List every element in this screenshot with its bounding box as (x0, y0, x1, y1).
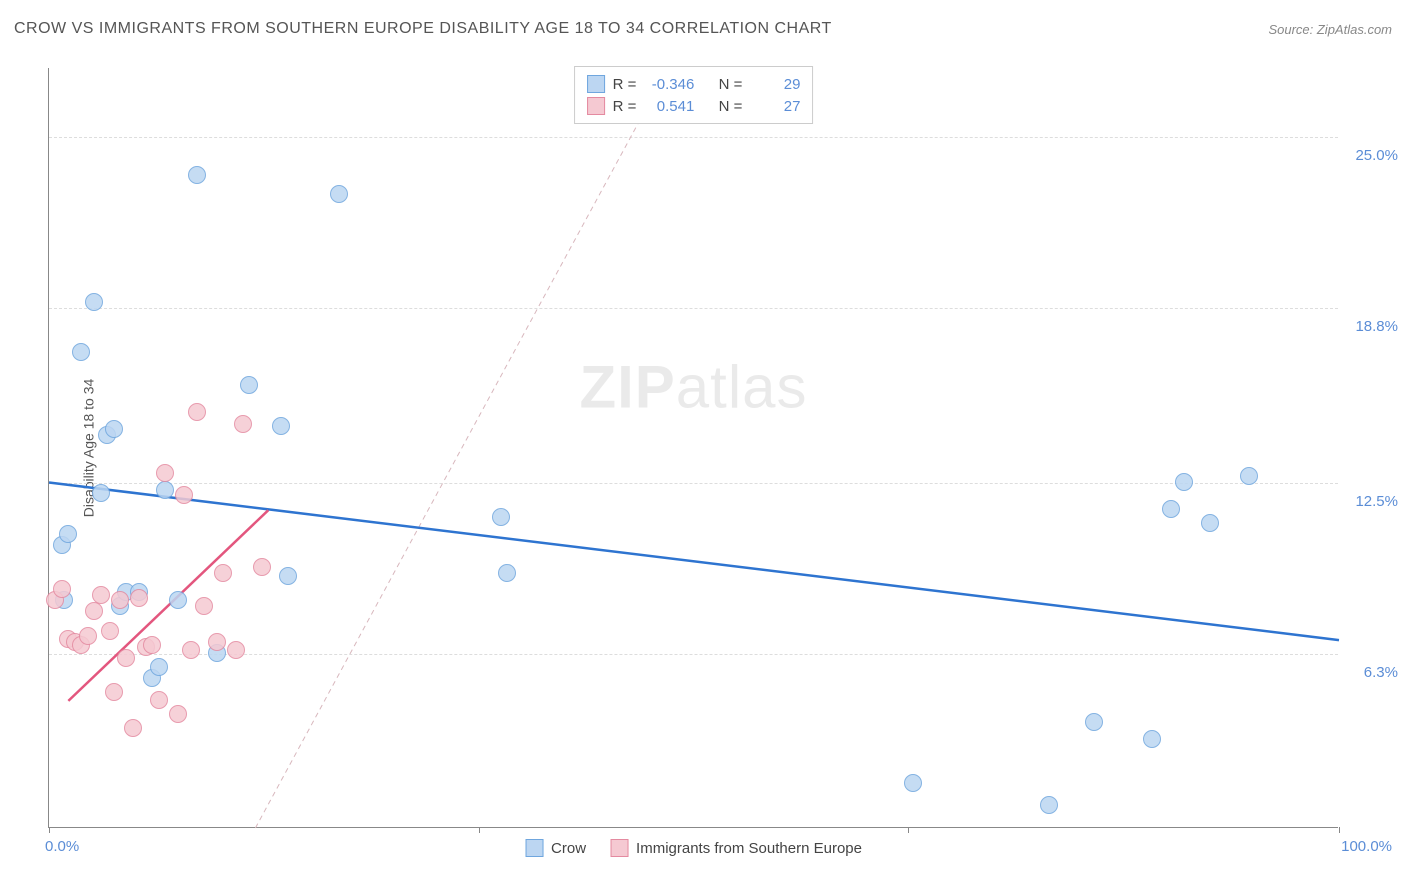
data-point (227, 641, 245, 659)
data-point (111, 591, 129, 609)
legend-n-label: N = (719, 76, 743, 93)
legend-n-value: 27 (750, 98, 800, 115)
scatter-plot: Disability Age 18 to 34 6.3%12.5%18.8%25… (48, 68, 1338, 828)
x-tick-label: 0.0% (45, 838, 79, 855)
data-point (124, 719, 142, 737)
data-point (169, 591, 187, 609)
data-point (1143, 730, 1161, 748)
legend-n-label: N = (719, 98, 743, 115)
data-point (240, 376, 258, 394)
data-point (182, 641, 200, 659)
data-point (1175, 473, 1193, 491)
legend-n-value: 29 (750, 76, 800, 93)
x-tick-mark (1339, 827, 1340, 833)
source-label: Source: ZipAtlas.com (1268, 22, 1392, 37)
legend-swatch (525, 839, 543, 857)
data-point (92, 484, 110, 502)
data-point (117, 649, 135, 667)
y-tick-label: 25.0% (1355, 147, 1398, 164)
y-tick-label: 12.5% (1355, 493, 1398, 510)
data-point (143, 636, 161, 654)
data-point (105, 420, 123, 438)
data-point (72, 343, 90, 361)
data-point (188, 403, 206, 421)
legend-label: Immigrants from Southern Europe (636, 840, 862, 857)
data-point (130, 589, 148, 607)
legend-r-value: -0.346 (644, 76, 694, 93)
data-point (175, 486, 193, 504)
data-point (904, 774, 922, 792)
data-point (53, 580, 71, 598)
legend-item: Crow (525, 839, 586, 857)
data-point (253, 558, 271, 576)
data-point (1085, 713, 1103, 731)
y-tick-label: 18.8% (1355, 318, 1398, 335)
legend-label: Crow (551, 840, 586, 857)
data-point (188, 166, 206, 184)
legend-r-label: R = (613, 98, 637, 115)
data-point (1162, 500, 1180, 518)
data-point (156, 481, 174, 499)
trend-line (49, 483, 1339, 641)
data-point (234, 415, 252, 433)
x-tick-label: 100.0% (1341, 838, 1392, 855)
data-point (492, 508, 510, 526)
y-tick-label: 6.3% (1364, 664, 1398, 681)
data-point (1201, 514, 1219, 532)
data-point (156, 464, 174, 482)
data-point (79, 627, 97, 645)
series-legend: Crow Immigrants from Southern Europe (525, 839, 862, 857)
chart-title: CROW VS IMMIGRANTS FROM SOUTHERN EUROPE … (14, 20, 832, 38)
data-point (59, 525, 77, 543)
data-point (195, 597, 213, 615)
data-point (498, 564, 516, 582)
data-point (1240, 467, 1258, 485)
data-point (214, 564, 232, 582)
data-point (85, 602, 103, 620)
legend-item: Immigrants from Southern Europe (610, 839, 862, 857)
legend-swatch (587, 75, 605, 93)
data-point (279, 567, 297, 585)
legend-swatch (610, 839, 628, 857)
data-point (92, 586, 110, 604)
data-point (1040, 796, 1058, 814)
data-point (272, 417, 290, 435)
data-point (150, 691, 168, 709)
correlation-legend: R = -0.346 N = 29 R = 0.541 N = 27 (574, 66, 814, 124)
data-point (85, 293, 103, 311)
data-point (150, 658, 168, 676)
legend-swatch (587, 97, 605, 115)
legend-row: R = 0.541 N = 27 (587, 95, 801, 117)
data-point (330, 185, 348, 203)
trend-line (255, 68, 668, 828)
data-point (208, 633, 226, 651)
data-point (105, 683, 123, 701)
legend-row: R = -0.346 N = 29 (587, 73, 801, 95)
data-point (101, 622, 119, 640)
legend-r-label: R = (613, 76, 637, 93)
legend-r-value: 0.541 (644, 98, 694, 115)
data-point (169, 705, 187, 723)
